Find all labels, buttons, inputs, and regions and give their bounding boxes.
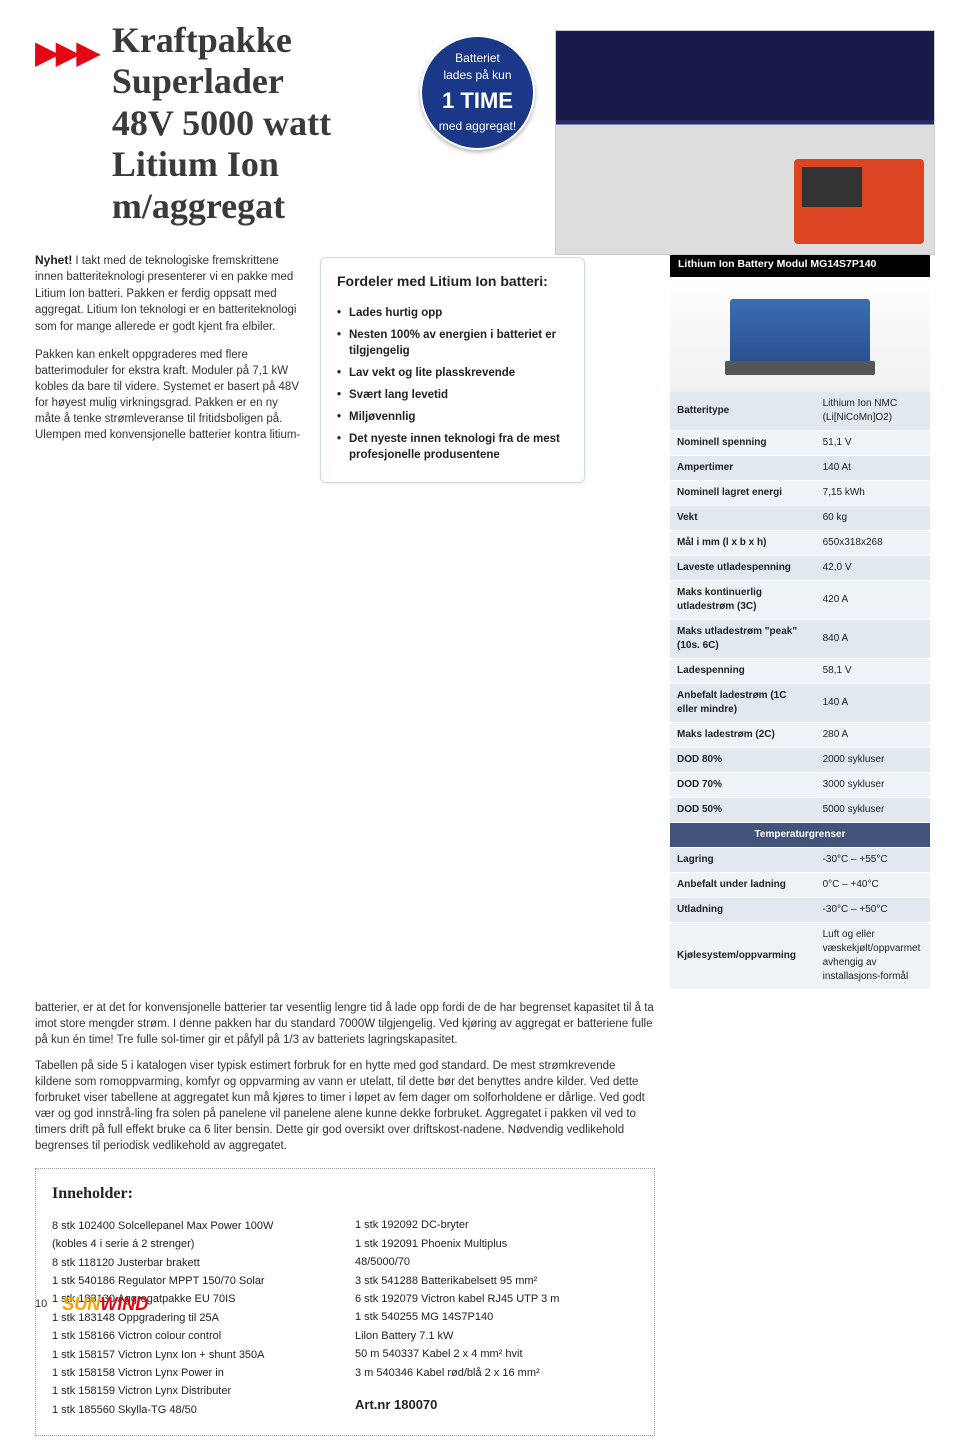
contents-item: Lilon Battery 7.1 kW	[355, 1327, 638, 1345]
arrow-icon: ▶▶▶	[35, 30, 97, 75]
contents-item: 1 stk 158158 Victron Lynx Power in	[52, 1365, 335, 1383]
contents-item: 8 stk 118120 Justerbar brakett	[52, 1254, 335, 1272]
contents-item: 1 stk 158157 Victron Lynx Ion + shunt 35…	[52, 1346, 335, 1364]
contents-item: (kobles 4 i serie á 2 strenger)	[52, 1236, 335, 1254]
badge-text: Batteriet	[455, 50, 500, 67]
contents-item: 1 stk 540186 Regulator MPPT 150/70 Solar	[52, 1273, 335, 1291]
title-line: m/aggregat	[112, 186, 331, 227]
spec-row: Ampertimer140 At	[670, 455, 930, 480]
contents-item: 1 stk 185560 Skylla-TG 48/50	[52, 1401, 335, 1419]
title-line: Litium Ion	[112, 144, 331, 185]
contents-item: 8 stk 102400 Solcellepanel Max Power 100…	[52, 1217, 335, 1235]
benefits-title: Fordeler med Litium Ion batteri:	[337, 272, 568, 292]
spec-row: Mål i mm (l x b x h)650x318x268	[670, 530, 930, 555]
spec-section: Temperaturgrenser	[670, 822, 930, 847]
benefits-list: Lades hurtig opp Nesten 100% av energien…	[337, 302, 568, 467]
charge-badge: Batteriet lades på kun 1 TIME med aggreg…	[420, 35, 535, 150]
spec-row: Nominell spenning51,1 V	[670, 430, 930, 455]
spec-row: Maks kontinuerlig utladestrøm (3C)420 A	[670, 580, 930, 619]
contents-item: 48/5000/70	[355, 1254, 638, 1272]
benefit-item: Miljøvennlig	[337, 406, 568, 428]
page-number: 10	[35, 1297, 47, 1312]
title-line: Superlader	[112, 61, 331, 102]
spec-row: BatteritypeLithium Ion NMC (Li[NiCoMn]O2…	[670, 392, 930, 431]
badge-text: lades på kun	[443, 67, 511, 84]
sunwind-logo: SUNWIND	[62, 1292, 148, 1317]
benefit-item: Det nyeste innen teknologi fra de mest p…	[337, 428, 568, 466]
spec-row: Utladning-30°C – +50°C	[670, 897, 930, 922]
spec-row: Vekt60 kg	[670, 505, 930, 530]
contents-item: 1 stk 158159 Victron Lynx Distributer	[52, 1383, 335, 1401]
battery-image	[670, 277, 930, 392]
contents-item: 1 stk 192091 Phoenix Multiplus	[355, 1235, 638, 1253]
contents-item: 1 stk 158166 Victron colour control	[52, 1328, 335, 1346]
benefits-box: Fordeler med Litium Ion batteri: Lades h…	[320, 257, 585, 483]
badge-big: 1 TIME	[442, 86, 513, 117]
page-title: Kraftpakke Superlader 48V 5000 watt Liti…	[112, 20, 331, 227]
contents-item: 3 stk 541288 Batterikabelsett 95 mm²	[355, 1272, 638, 1290]
contents-item: 1 stk 540255 MG 14S7P140	[355, 1309, 638, 1327]
body-text: batterier, er at det for konvensjonelle …	[35, 1000, 655, 1048]
spec-row: Kjølesystem/oppvarmingLuft og eller væsk…	[670, 922, 930, 989]
spec-row: DOD 50%5000 sykluser	[670, 797, 930, 822]
badge-text: med aggregat!	[439, 118, 516, 135]
generator-icon	[794, 159, 924, 244]
contents-item: 3 m 540346 Kabel rød/blå 2 x 16 mm²	[355, 1364, 638, 1382]
spec-row: Anbefalt ladestrøm (1C eller mindre)140 …	[670, 683, 930, 722]
spec-row: Laveste utladespenning42,0 V	[670, 555, 930, 580]
spec-row: DOD 70%3000 sykluser	[670, 772, 930, 797]
article-number: Art.nr 180070	[355, 1394, 638, 1415]
spec-row: DOD 80%2000 sykluser	[670, 747, 930, 772]
benefit-item: Lades hurtig opp	[337, 302, 568, 324]
contents-item: 6 stk 192079 Victron kabel RJ45 UTP 3 m	[355, 1291, 638, 1309]
spec-table: Lithium Ion Battery Modul MG14S7P140 Bat…	[670, 252, 930, 990]
title-line: Kraftpakke	[112, 20, 331, 61]
contents-item: 1 stk 192092 DC-bryter	[355, 1217, 638, 1235]
contents-title: Inneholder:	[52, 1183, 335, 1205]
spec-row: Maks utladestrøm "peak" (10s. 6C)840 A	[670, 619, 930, 658]
body-text: Tabellen på side 5 i katalogen viser typ…	[35, 1058, 655, 1155]
benefit-item: Lav vekt og lite plasskrevende	[337, 362, 568, 384]
intro-paragraph-2: Pakken kan enkelt oppgraderes med flere …	[35, 347, 305, 444]
title-line: 48V 5000 watt	[112, 103, 331, 144]
spec-row: Maks ladestrøm (2C)280 A	[670, 722, 930, 747]
spec-row: Lagring-30°C – +55°C	[670, 847, 930, 872]
product-image	[555, 30, 935, 255]
contents-item: 50 m 540337 Kabel 2 x 4 mm² hvit	[355, 1346, 638, 1364]
benefit-item: Nesten 100% av energien i batteriet er t…	[337, 324, 568, 362]
intro-paragraph: I takt med de teknologiske fremskrittene…	[35, 255, 296, 333]
spec-row: Nominell lagret energi7,15 kWh	[670, 480, 930, 505]
benefit-item: Svært lang levetid	[337, 384, 568, 406]
spec-row: Anbefalt under ladning0°C – +40°C	[670, 872, 930, 897]
spec-header: Lithium Ion Battery Modul MG14S7P140	[670, 252, 930, 277]
nyhet-label: Nyhet!	[35, 253, 72, 267]
spec-row: Ladespenning58,1 V	[670, 658, 930, 683]
